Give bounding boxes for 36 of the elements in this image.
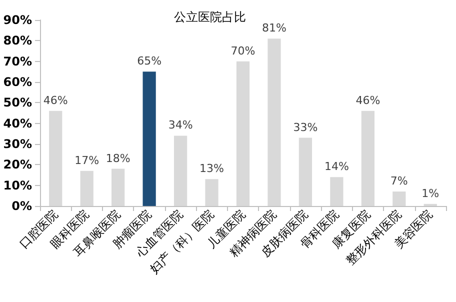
bar [330,177,344,206]
y-tick-label: 50% [3,96,32,110]
data-label: 17% [74,154,100,167]
bar [361,110,374,206]
bar [174,136,188,206]
data-label: 46% [43,94,68,107]
bar [268,38,281,206]
bar [49,110,62,206]
chart-title: 公立医院占比 [174,10,246,24]
data-label: 1% [422,186,440,200]
data-label: 33% [293,120,318,134]
y-tick-label: 80% [3,34,32,48]
bar [298,138,312,206]
data-label: 18% [106,152,130,165]
data-label: 7% [390,174,408,188]
y-tick-label: 20% [3,158,32,172]
y-tick-label: 90% [3,13,32,27]
data-label: 13% [200,162,224,176]
bar [112,168,125,206]
data-label: 34% [168,118,193,132]
y-tick-label: 40% [3,116,32,130]
data-label: 46% [356,94,380,107]
data-label: 65% [137,54,162,68]
bar [392,192,406,206]
y-tick-label: 0% [12,199,32,213]
bar [205,179,218,206]
y-tick-label: 30% [3,137,32,151]
y-tick-label: 70% [3,54,32,68]
y-tick-label: 60% [3,75,32,89]
data-label: 81% [262,22,286,35]
data-label: 70% [230,44,256,58]
bar [236,61,250,206]
bar [80,170,94,206]
y-tick-label: 10% [3,178,32,192]
bar [142,72,156,206]
data-label: 14% [324,160,349,174]
